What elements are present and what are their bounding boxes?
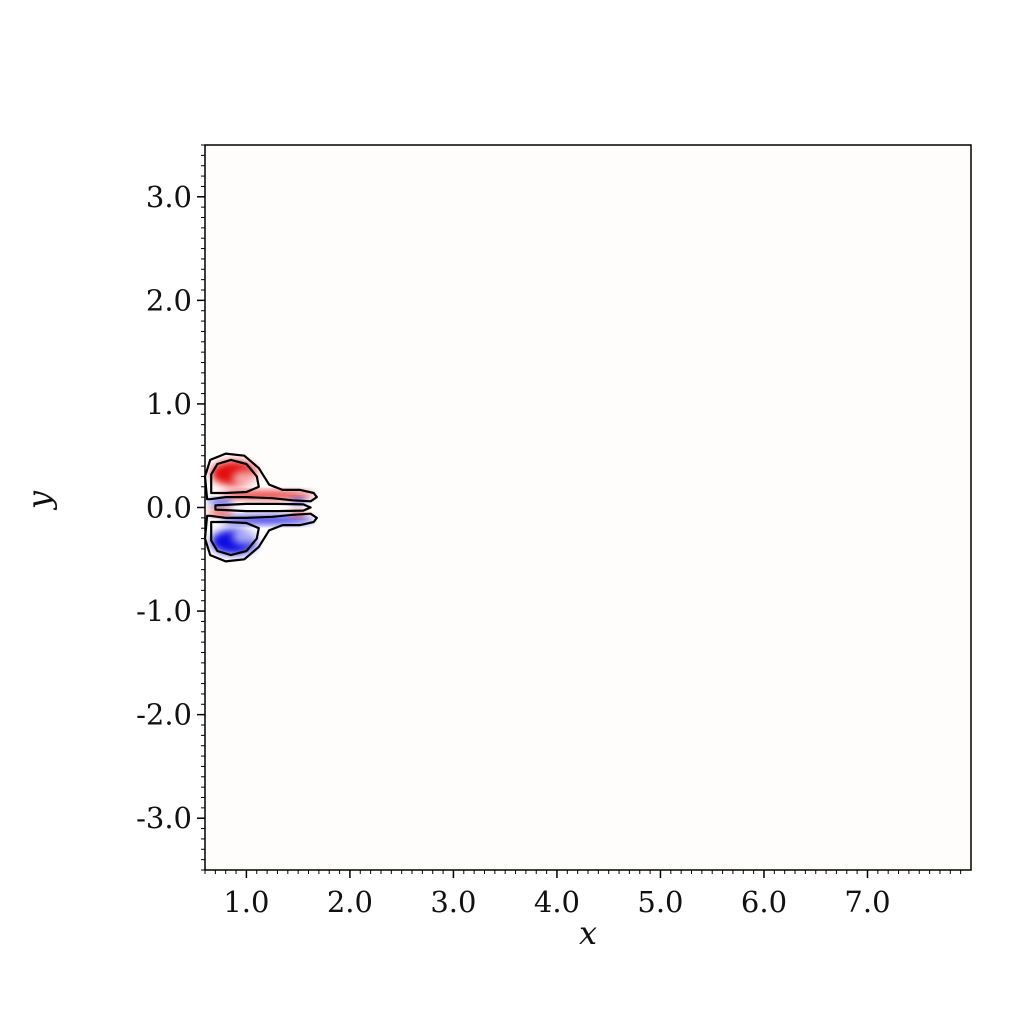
y-tick-label: 1.0 <box>146 387 192 421</box>
contour-line-3 <box>210 520 260 557</box>
x-tick-label: 1.0 <box>223 885 269 919</box>
y-tick-label: -3.0 <box>136 801 192 835</box>
contour-lines <box>203 452 318 563</box>
contour-line-0 <box>203 452 318 503</box>
y-tick-label: -2.0 <box>136 698 192 732</box>
x-tick-label: 4.0 <box>534 885 580 919</box>
contour-line-1 <box>203 512 318 563</box>
x-axis-label: x <box>579 914 597 952</box>
heatmap-background <box>205 145 971 870</box>
y-axis-label: y <box>20 490 58 511</box>
axis-ticks: 1.0 2.0 3.0 4.0 5.0 6.0 7.0 3.0 2.0 1.0 0.0 -1.0 -2.… <box>136 144 962 919</box>
y-tick-label: 3.0 <box>146 180 192 214</box>
heatmap-field <box>205 145 971 870</box>
x-tick-label: 7.0 <box>844 885 890 919</box>
y-tick-label: 0.0 <box>146 491 192 525</box>
x-tick-label: 5.0 <box>637 885 683 919</box>
y-tick-label: -1.0 <box>136 594 192 628</box>
contour-line-2 <box>210 458 260 495</box>
x-tick-label: 3.0 <box>430 885 476 919</box>
contour-line-4 <box>214 502 312 513</box>
x-tick-label: 6.0 <box>741 885 787 919</box>
x-tick-label: 2.0 <box>327 885 373 919</box>
y-tick-label: 2.0 <box>146 283 192 317</box>
